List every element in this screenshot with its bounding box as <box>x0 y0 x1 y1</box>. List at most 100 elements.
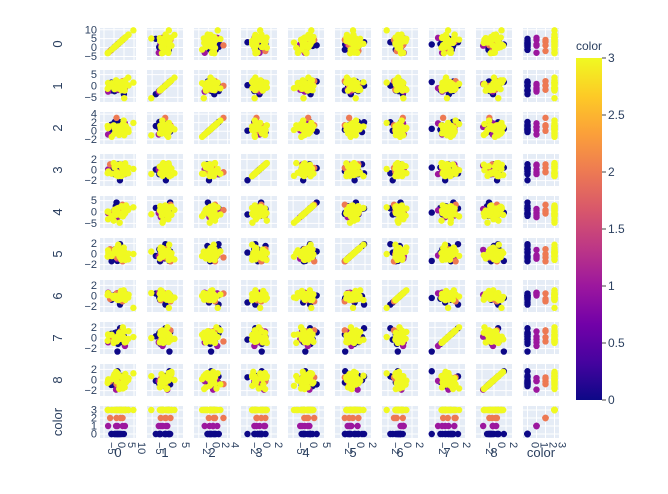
panel-7-vs-5 <box>335 322 371 355</box>
data-point <box>350 161 357 168</box>
data-point <box>533 49 540 56</box>
y-tick-label: −5 <box>84 51 97 63</box>
data-point <box>344 87 352 94</box>
data-point <box>487 208 494 215</box>
data-point <box>524 348 531 355</box>
panel-1-vs-7 <box>428 70 465 102</box>
data-point <box>263 217 270 224</box>
data-point <box>251 94 258 102</box>
data-point <box>304 290 311 298</box>
data-point <box>551 296 558 304</box>
data-point <box>215 240 222 248</box>
data-point <box>244 249 251 256</box>
y-tick-label: 0 <box>91 291 97 303</box>
data-point <box>171 74 178 81</box>
data-point <box>115 336 122 343</box>
data-point <box>392 40 399 47</box>
data-point <box>524 301 531 308</box>
data-point <box>304 130 311 137</box>
data-point <box>210 79 217 86</box>
data-point <box>158 43 165 51</box>
data-point <box>441 79 449 86</box>
panel-5-vs-3 <box>241 238 277 270</box>
data-point <box>482 87 489 94</box>
data-point <box>394 348 402 355</box>
data-point <box>165 133 172 141</box>
data-point <box>104 253 111 260</box>
data-point <box>202 339 210 346</box>
panel-2-vs-4 <box>288 112 324 144</box>
data-point <box>533 333 540 340</box>
y-tick-label: 5 <box>91 69 97 81</box>
data-point <box>350 38 357 46</box>
data-point <box>130 250 137 258</box>
data-point <box>438 34 446 42</box>
y-tick-label: 0 <box>91 81 97 93</box>
data-point <box>551 217 558 224</box>
data-point <box>551 94 558 102</box>
data-point <box>217 327 224 334</box>
data-point <box>533 131 540 138</box>
data-point <box>441 204 449 212</box>
data-point <box>451 164 458 172</box>
panel-7-vs-4 <box>288 322 324 355</box>
data-point <box>220 42 227 49</box>
data-point <box>551 79 558 86</box>
y-tick-label: 2 <box>91 154 97 166</box>
data-point <box>383 304 390 312</box>
data-point <box>551 172 558 180</box>
data-point <box>482 34 489 42</box>
y-tick-label: 2 <box>91 322 97 334</box>
data-point <box>482 339 489 346</box>
data-point <box>249 219 256 226</box>
data-point <box>428 294 435 302</box>
data-point <box>210 123 217 130</box>
panel-4-vs-4 <box>288 196 324 228</box>
data-point <box>251 117 258 124</box>
data-point <box>551 40 558 47</box>
data-point <box>259 255 266 262</box>
data-point <box>121 290 128 298</box>
panel-8-vs-1 <box>147 364 183 396</box>
data-point <box>258 328 265 335</box>
y-tick-label: 2 <box>91 280 97 292</box>
data-point <box>121 207 128 214</box>
data-point <box>248 296 256 304</box>
data-point <box>111 249 118 256</box>
data-point <box>392 204 399 212</box>
panel-0-vs-3 <box>241 27 277 60</box>
data-point <box>104 169 111 177</box>
data-point <box>360 40 367 47</box>
panel-1-vs-2 <box>194 70 230 102</box>
panel-5-vs-8 <box>476 238 512 270</box>
data-point <box>207 348 215 355</box>
data-point <box>542 47 549 55</box>
panel-1-vs-color <box>523 70 559 102</box>
data-point <box>148 211 155 218</box>
data-point <box>542 114 549 122</box>
data-point <box>487 169 494 177</box>
panel-3-vs-color <box>523 154 559 186</box>
data-point <box>293 44 300 51</box>
data-point <box>481 324 488 331</box>
data-point <box>252 74 259 81</box>
data-point <box>251 327 258 334</box>
data-point <box>399 130 406 137</box>
panel-3-vs-1 <box>147 154 183 186</box>
data-point <box>210 336 217 343</box>
panel-7-vs-color <box>523 322 559 355</box>
data-point <box>438 130 446 137</box>
data-point <box>533 42 540 49</box>
data-point <box>202 255 210 262</box>
data-point <box>344 339 352 346</box>
data-point <box>344 163 352 170</box>
data-point <box>217 291 224 298</box>
data-point <box>451 31 458 38</box>
data-point <box>341 348 349 355</box>
data-point <box>495 296 503 304</box>
y-tick-label: 0 <box>91 249 97 261</box>
data-point <box>252 50 259 57</box>
data-point <box>165 160 172 167</box>
data-point <box>451 205 458 212</box>
